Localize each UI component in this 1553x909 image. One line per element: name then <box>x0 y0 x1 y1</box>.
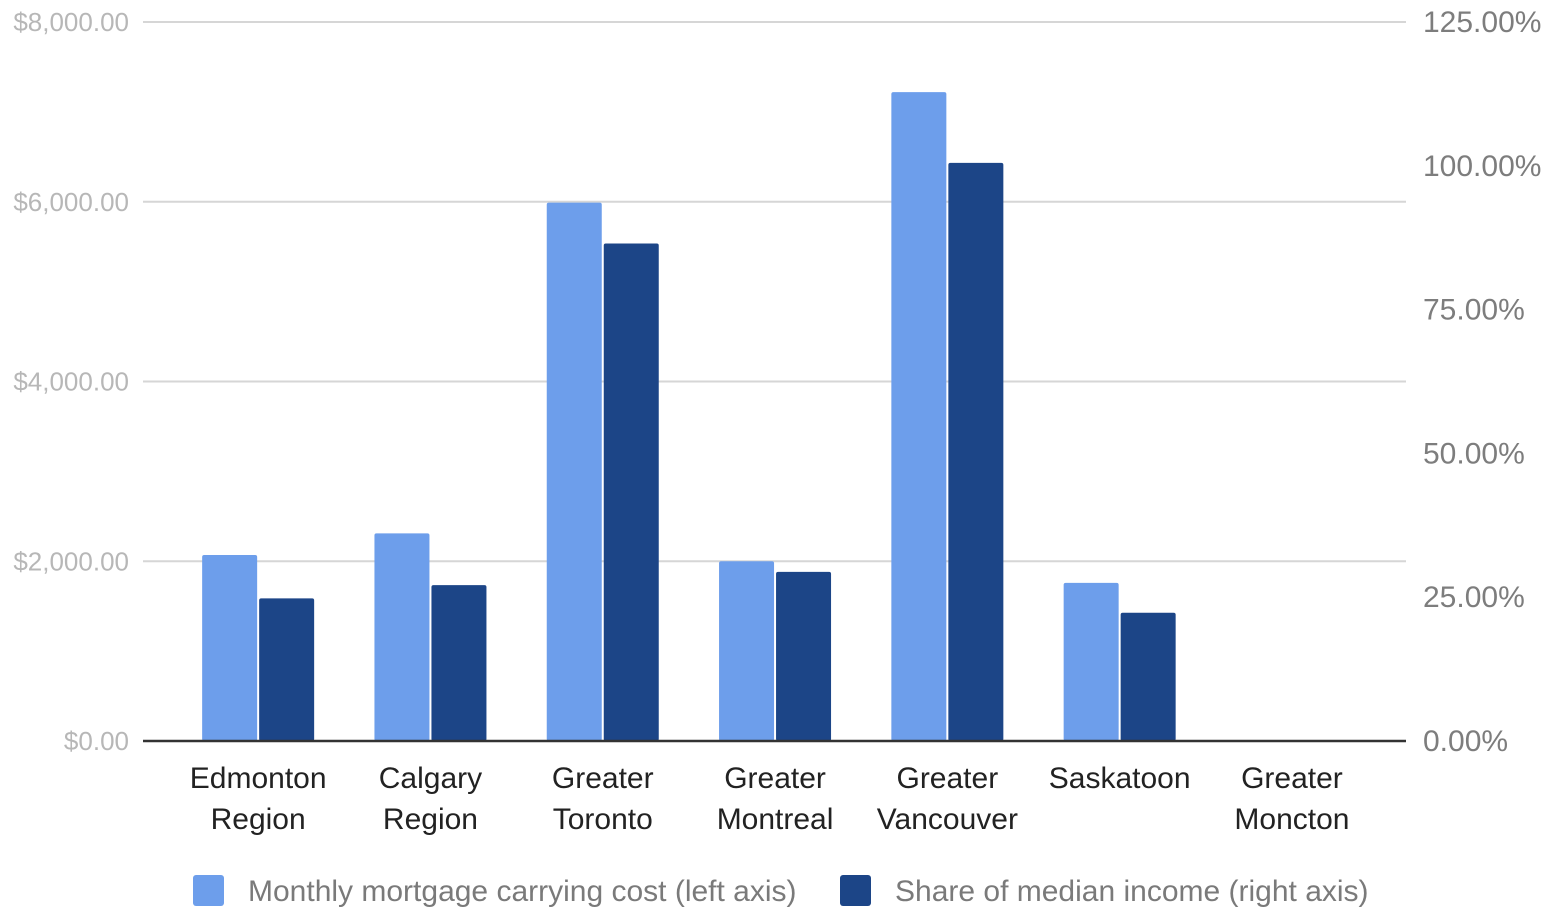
left-axis-tick-label: $8,000.00 <box>13 7 129 37</box>
right-axis-tick-label: 25.00% <box>1423 581 1525 614</box>
category-label: Moncton <box>1234 803 1349 836</box>
category-label: Greater <box>724 762 826 795</box>
bar-income-share <box>431 585 487 741</box>
x-axis-labels: Edmonton Region Calgary Region Greater Toront… <box>190 762 1350 836</box>
category-label: Greater <box>1241 762 1343 795</box>
bar-income-share <box>776 571 832 741</box>
category-label: Saskatoon <box>1049 762 1191 795</box>
bar-mortgage-cost <box>719 561 775 741</box>
category-label: Greater <box>552 762 654 795</box>
left-axis-tick-label: $4,000.00 <box>13 367 129 397</box>
left-axis: $0.00 $2,000.00 $4,000.00 $6,000.00 $8,000.0… <box>13 7 129 756</box>
left-axis-tick-label: $6,000.00 <box>13 187 129 217</box>
gridlines <box>143 21 1406 563</box>
category-label: Edmonton <box>190 762 327 795</box>
category-label: Greater <box>896 762 998 795</box>
bar-income-share <box>603 243 659 741</box>
bar-income-share <box>1120 612 1176 741</box>
legend-swatch-mortgage-cost <box>193 875 224 906</box>
legend-swatch-income-share <box>840 875 871 906</box>
bar-income-share <box>948 162 1004 741</box>
category-label: Calgary <box>379 762 482 795</box>
right-axis-tick-label: 50.00% <box>1423 437 1525 470</box>
bar-mortgage-cost <box>374 533 430 741</box>
category-label: Vancouver <box>877 803 1018 836</box>
right-axis-tick-label: 125.00% <box>1423 6 1541 39</box>
bar-mortgage-cost <box>546 202 602 741</box>
bars <box>202 92 1176 742</box>
left-axis-tick-label: $0.00 <box>64 726 129 756</box>
right-axis-tick-label: 0.00% <box>1423 725 1508 758</box>
category-label: Toronto <box>553 803 653 836</box>
legend: Monthly mortgage carrying cost (left axi… <box>193 875 1369 908</box>
bar-mortgage-cost <box>202 554 258 741</box>
legend-label: Monthly mortgage carrying cost (left axi… <box>248 875 797 908</box>
left-axis-tick-label: $2,000.00 <box>13 546 129 576</box>
bar-income-share <box>259 598 315 741</box>
right-axis: 0.00% 25.00% 50.00% 75.00% 100.00% 125.00% <box>1423 6 1541 758</box>
bar-mortgage-cost <box>891 92 947 742</box>
right-axis-tick-label: 75.00% <box>1423 294 1525 327</box>
category-label: Region <box>211 803 306 836</box>
category-label: Region <box>383 803 478 836</box>
legend-label: Share of median income (right axis) <box>895 875 1369 908</box>
right-axis-tick-label: 100.00% <box>1423 150 1541 183</box>
category-label: Montreal <box>717 803 834 836</box>
bar-mortgage-cost <box>1063 582 1119 741</box>
